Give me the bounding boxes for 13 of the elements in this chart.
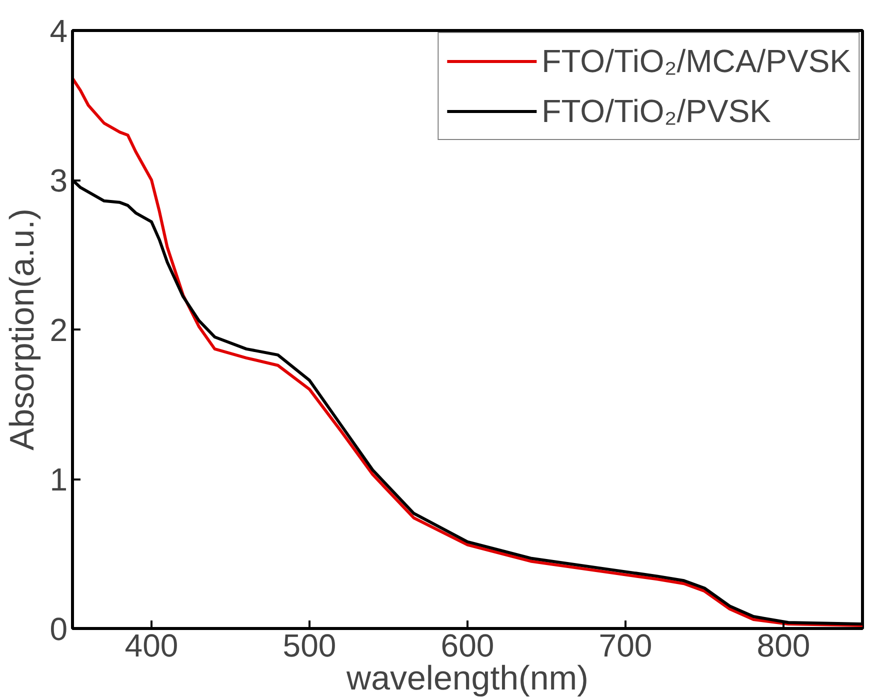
x-tick-label: 700 [598, 628, 652, 664]
legend-label: FTO/TiO₂/PVSK [542, 92, 771, 130]
line-series [72, 76, 862, 628]
y-tick-label: 1 [50, 462, 68, 498]
x-tick-label: 400 [124, 628, 178, 664]
y-tick-label: 2 [50, 312, 68, 348]
legend-label: FTO/TiO₂/MCA/PVSK [542, 42, 851, 80]
y-tick-label: 4 [50, 13, 68, 49]
y-tick-label: 3 [50, 162, 68, 198]
x-tick-label: 500 [282, 628, 336, 664]
x-tick-label: 800 [756, 628, 810, 664]
y-axis-title: Absorption(a.u.) [4, 208, 42, 450]
y-tick-label: 0 [50, 611, 68, 647]
